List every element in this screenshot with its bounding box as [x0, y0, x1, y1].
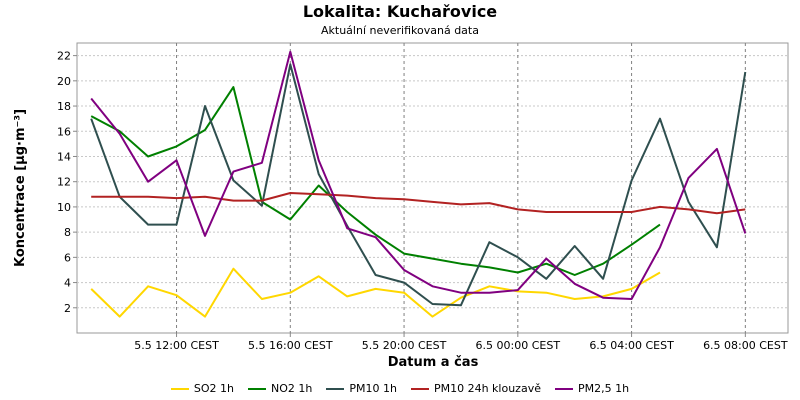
series-line-so2-1h: [90, 267, 661, 318]
grid: [76, 42, 789, 334]
y-tick-label: 20: [57, 75, 71, 88]
series-line-pm10-24h-klouzav: [91, 192, 746, 215]
y-tick-label: 4: [64, 277, 71, 290]
legend-swatch: [170, 387, 189, 390]
legend-label: PM2,5 1h: [577, 382, 630, 395]
y-axis-label: Koncentrace [µg·m⁻³]: [13, 109, 28, 267]
legend-label: NO2 1h: [271, 382, 313, 395]
y-tick-label: 16: [57, 125, 71, 138]
y-tick-label: 18: [57, 100, 71, 113]
y-tick-label: 8: [64, 226, 71, 239]
legend-swatch: [326, 387, 345, 390]
legend-swatch: [248, 387, 267, 390]
series-line-pm2-5-1h: [90, 50, 747, 300]
x-axis-label: Datum a čas: [388, 355, 479, 370]
series-line-no2-1h: [90, 86, 661, 276]
y-tick-label: 10: [57, 201, 71, 214]
x-tick-label: 6.5 00:00 CEST: [476, 339, 561, 352]
legend-item-pm10-1h: PM10 1h: [326, 382, 397, 395]
legend-item-pm2-5-1h: PM2,5 1h: [554, 382, 630, 395]
y-tick-label: 14: [57, 150, 71, 163]
x-tick-label: 6.5 08:00 CEST: [703, 339, 788, 352]
legend-label: PM10 24h klouzavě: [433, 382, 541, 395]
y-tick-label: 22: [57, 50, 71, 63]
legend-swatch: [554, 387, 573, 390]
x-tick-label: 5.5 20:00 CEST: [362, 339, 447, 352]
legend-item-so2-1h: SO2 1h: [170, 382, 235, 395]
plot-area: [76, 42, 789, 334]
x-tick-label: 5.5 16:00 CEST: [248, 339, 333, 352]
axes: 2 4 6 8 10 12 14 16 18 20 22 5.5 12:00 CEST 5.5 16:0…: [57, 50, 788, 352]
chart-subtitle: Aktuální neverifikovaná data: [321, 24, 479, 37]
y-tick-label: 2: [64, 302, 71, 315]
x-tick-label: 5.5 12:00 CEST: [134, 339, 219, 352]
legend-label: SO2 1h: [193, 382, 235, 395]
legend-swatch: [410, 387, 429, 390]
chart-title: Lokalita: Kuchařovice: [302, 2, 498, 21]
x-tick-label: 6.5 04:00 CEST: [589, 339, 674, 352]
legend-item-no2-1h: NO2 1h: [248, 382, 312, 395]
series-lines: [90, 50, 747, 318]
y-tick-label: 12: [57, 176, 71, 189]
legend-label: PM10 1h: [349, 382, 397, 395]
legend: SO2 1h NO2 1h PM10 1h PM10 24h klouzavě PM2,…: [0, 382, 800, 395]
legend-item-pm10-24h-klouzav: PM10 24h klouzavě: [410, 382, 541, 395]
y-tick-label: 6: [64, 251, 71, 264]
series-line-pm10-1h: [90, 63, 747, 307]
